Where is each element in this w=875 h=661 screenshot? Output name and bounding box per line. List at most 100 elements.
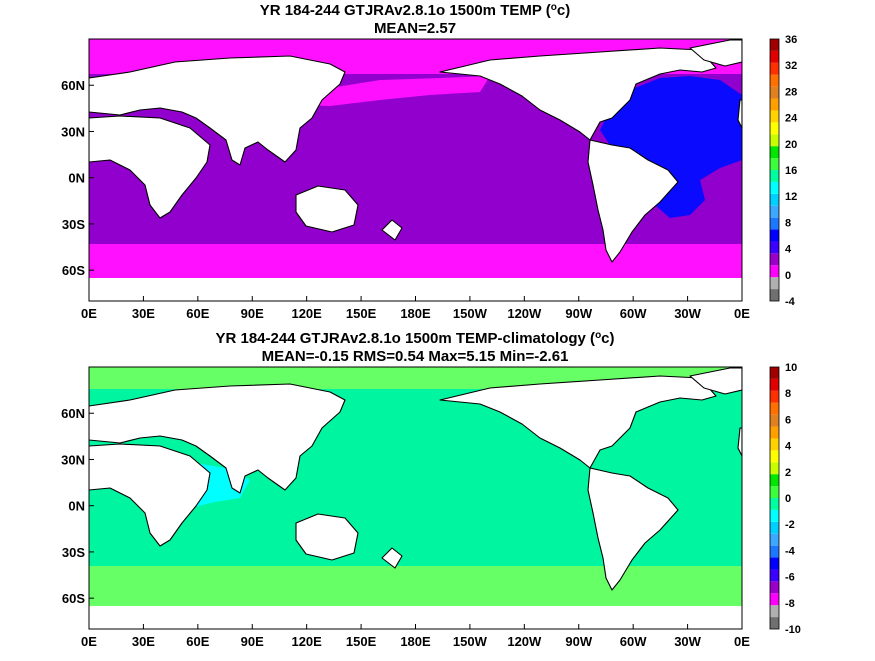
panel-1-subtitle: MEAN=2.57 [374, 20, 456, 37]
panel-2: YR 184-244 GTJRAv2.8.1o 1500m TEMP-clima… [61, 330, 801, 649]
panel-1-colorbar-swatch [770, 253, 779, 266]
panel-2-colorbar-swatch [770, 414, 779, 427]
panel-2-x-tick-label: 120E [291, 634, 322, 649]
panel-2-x-tick-label: 150W [453, 634, 488, 649]
panel-2-x-tick-label: 30E [132, 634, 155, 649]
panel-1-colorbar-swatch [770, 146, 779, 159]
panel-1-y-tick-label: 60N [61, 78, 85, 93]
panel-2-y-tick-label: 0N [68, 499, 85, 514]
panel-2-colorbar-swatch [770, 521, 779, 534]
panel-2-colorbar-swatch [770, 617, 779, 629]
panel-1-colorbar-label: -4 [785, 296, 796, 308]
panel-1-colorbar-label: 32 [785, 60, 797, 72]
panel-1-north-pacific-band [300, 76, 490, 106]
panel-2-antarctica [89, 606, 742, 629]
panel-1-colorbar-swatch [770, 181, 779, 194]
panel-1-x-tick-label: 90W [565, 306, 592, 321]
panel-1-y-tick-label: 30N [61, 124, 85, 139]
panel-2-colorbar-swatch [770, 462, 779, 475]
panel-2-colorbar-swatch [770, 367, 779, 379]
panel-1-x-tick-label: 180E [400, 306, 431, 321]
panel-1-antarctica [89, 278, 742, 301]
panel-1: YR 184-244 GTJRAv2.8.1o 1500m TEMP (oc) … [61, 2, 798, 321]
panel-1-colorbar-swatch [770, 74, 779, 87]
panel-1-x-tick-label: 60E [186, 306, 209, 321]
panel-1-colorbar-swatch [770, 110, 779, 123]
panel-2-x-tick-label: 60E [186, 634, 209, 649]
panel-1-y-tick-label: 60S [62, 263, 85, 278]
panel-1-colorbar-label: 12 [785, 191, 797, 203]
panel-2-y-tick-label: 60S [62, 591, 85, 606]
panel-2-colorbar-swatch [770, 438, 779, 451]
panel-2-colorbar-swatch [770, 545, 779, 558]
panel-1-map [89, 39, 742, 301]
panel-2-y-tick-label: 60N [61, 406, 85, 421]
panel-2-colorbar-swatch [770, 498, 779, 510]
panel-2-colorbar-swatch [770, 593, 779, 606]
panel-1-y-axis: 60N 30N 0N 30S 60S [61, 78, 94, 278]
panel-1-x-tick-label: 150E [346, 306, 377, 321]
panel-1-colorbar-swatch [770, 277, 779, 290]
panel-1-colorbar-swatch [770, 98, 779, 111]
panel-2-colorbar-swatch [770, 605, 779, 618]
panel-1-x-tick-label: 30W [674, 306, 701, 321]
panel-1-colorbar-swatch [770, 205, 779, 218]
panel-1-southern-band [89, 244, 742, 278]
panel-1-x-tick-label: 150W [453, 306, 488, 321]
panel-2-y-axis: 60N 30N 0N 30S 60S [61, 406, 94, 606]
panel-1-colorbar-swatch [770, 193, 779, 206]
panel-1-title: YR 184-244 GTJRAv2.8.1o 1500m TEMP (oc) [260, 2, 570, 19]
panel-1-y-tick-label: 0N [68, 171, 85, 186]
panel-1-colorbar-swatch [770, 229, 779, 242]
panel-2-colorbar-label: -6 [785, 572, 795, 584]
panel-1-x-tick-label: 0E [734, 306, 750, 321]
panel-1-colorbar: -4 0 4 8 12 16 20 24 28 32 36 [769, 34, 798, 308]
panel-2-x-tick-label: 0E [734, 634, 750, 649]
panel-1-colorbar-swatch [770, 289, 779, 301]
panel-1-x-tick-label: 90E [241, 306, 264, 321]
panel-1-colorbar-swatch [770, 50, 779, 63]
panel-2-colorbar-label: -10 [785, 624, 801, 636]
panel-1-atlantic-field [600, 76, 742, 218]
panel-1-colorbar-swatch [770, 158, 779, 170]
panel-1-x-axis: 0E 30E 60E 90E 120E 150E 180E 150W 120W 90W 60W 30W… [81, 296, 750, 321]
panel-1-land [89, 39, 742, 263]
panel-2-map [89, 367, 742, 629]
panel-1-colorbar-label: 20 [785, 139, 797, 151]
panel-1-colorbar-label: 36 [785, 34, 797, 46]
panel-1-x-tick-label: 120E [291, 306, 322, 321]
panel-2-land [89, 367, 742, 591]
panel-2-title: YR 184-244 GTJRAv2.8.1o 1500m TEMP-clima… [215, 330, 614, 347]
panel-1-colorbar-label: 8 [785, 217, 791, 229]
panel-2-colorbar-swatch [770, 390, 779, 403]
panel-2-subtitle: MEAN=-0.15 RMS=0.54 Max=5.15 Min=-2.61 [262, 348, 569, 365]
panel-2-colorbar-label: 10 [785, 362, 797, 374]
panel-1-colorbar-swatch [770, 39, 779, 51]
panel-2-x-axis: 0E 30E 60E 90E 120E 150E 180E 150W 120W 90W 60W 30W… [81, 624, 750, 649]
panel-2-colorbar-swatch [770, 450, 779, 463]
panel-2-x-tick-label: 120W [507, 634, 542, 649]
panel-2-x-tick-label: 180E [400, 634, 431, 649]
panel-1-colorbar-frame [769, 38, 780, 302]
panel-2-colorbar-frame [769, 366, 780, 630]
panel-1-colorbar-label: 0 [785, 270, 791, 282]
panel-2-colorbar-swatch [770, 474, 779, 487]
panel-1-x-tick-label: 30E [132, 306, 155, 321]
panel-1-colorbar-label: 4 [785, 244, 792, 256]
panel-1-x-tick-label: 120W [507, 306, 542, 321]
panel-2-x-tick-label: 0E [81, 634, 97, 649]
panel-1-colorbar-swatch [770, 265, 779, 278]
panel-2-colorbar-label: 6 [785, 414, 791, 426]
panel-2-colorbar-swatch [770, 486, 779, 498]
panel-2-southern-band [89, 566, 742, 606]
panel-2-colorbar-swatch [770, 509, 779, 522]
panel-2-colorbar-swatch [770, 378, 779, 391]
panel-1-colorbar-swatch [770, 122, 779, 135]
panel-1-colorbar-swatch [770, 217, 779, 230]
panel-2-colorbar-swatch [770, 402, 779, 415]
panel-1-colorbar-swatch [770, 62, 779, 75]
panel-2-colorbar-swatch [770, 557, 779, 570]
panel-1-colorbar-swatch [770, 134, 779, 147]
panel-2-x-tick-label: 150E [346, 634, 377, 649]
